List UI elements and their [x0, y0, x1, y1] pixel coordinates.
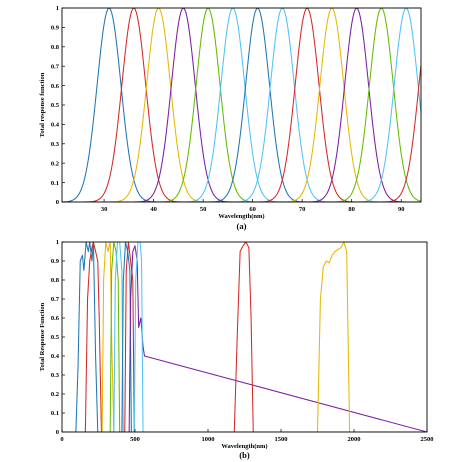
- series-line-9: [62, 242, 427, 432]
- x-tick-label: 500: [130, 436, 140, 443]
- series-line-1: [62, 8, 421, 202]
- y-axis-label: Total response function: [39, 72, 46, 137]
- y-tick-label: 0.7: [51, 63, 60, 70]
- panel-a-chart: 0 0.1 0.2 0.3 0.4 0.5 0.6 0.7 0.8 0.9 1 30 40 50 60 70 8…: [39, 5, 422, 231]
- y-tick-label: 0.5: [51, 334, 60, 341]
- series-line-3: [62, 242, 427, 432]
- y-tick-label: 0.1: [51, 410, 59, 417]
- x-tick-label: 50: [200, 206, 207, 213]
- y-tick-label: 0.5: [51, 102, 60, 109]
- x-tick-label: 70: [299, 206, 306, 213]
- series-line-8: [62, 8, 421, 202]
- x-tick-label: 0: [60, 436, 63, 443]
- x-tick-label: 40: [150, 206, 157, 213]
- y-tick-label: 1: [56, 239, 59, 246]
- y-tick-label: 0.1: [51, 180, 59, 187]
- series-line-6: [62, 8, 421, 202]
- series-line-3: [62, 8, 421, 202]
- panel-b-chart: 0 0.1 0.2 0.3 0.4 0.5 0.6 0.7 0.8 0.9 1 0 500 1000 150…: [39, 239, 434, 460]
- y-tick-label: 0.2: [51, 160, 59, 167]
- x-tick-label: 90: [398, 206, 405, 213]
- series-line-11: [62, 242, 427, 432]
- series-line-12: [62, 8, 421, 202]
- y-tick-label: 0.8: [51, 277, 60, 284]
- series-line-1: [62, 242, 427, 432]
- y-axis-label: Total Response Function: [39, 302, 46, 371]
- y-tick-label: 0.4: [51, 353, 60, 360]
- x-tick-label: 30: [101, 206, 108, 213]
- x-tick-label: 2000: [348, 436, 361, 443]
- panel-label: (b): [239, 450, 250, 460]
- y-tick-label: 0.9: [51, 258, 60, 265]
- series-group: [62, 8, 421, 202]
- y-tick-label: 0.9: [51, 25, 60, 32]
- y-tick-label: 0.3: [51, 141, 60, 148]
- series-line-7: [62, 8, 421, 202]
- y-tick-label: 0.4: [51, 122, 60, 129]
- series-line-7: [62, 242, 427, 432]
- x-tick-label: 1500: [275, 436, 288, 443]
- y-tick-label: 0.6: [51, 83, 60, 90]
- series-group: [62, 242, 427, 432]
- y-tick-label: 0.2: [51, 391, 59, 398]
- x-tick-label: 2500: [421, 436, 434, 443]
- y-tick-label: 0.8: [51, 44, 60, 51]
- series-line-6: [62, 242, 427, 432]
- series-line-10: [62, 8, 421, 202]
- x-tick-label: 80: [348, 206, 355, 213]
- series-line-11: [62, 8, 421, 202]
- y-tick-label: 0: [56, 429, 59, 436]
- y-tick-label: 0.3: [51, 372, 60, 379]
- y-tick-label: 0.7: [51, 296, 60, 303]
- series-line-5: [62, 242, 427, 432]
- axes-frame: [61, 241, 428, 433]
- x-axis-label: Wavelength(nm): [221, 443, 267, 450]
- panel-label: (a): [237, 221, 247, 231]
- y-tick-label: 0.6: [51, 315, 60, 322]
- x-axis-label: Wavelength(nm): [218, 213, 264, 220]
- series-line-14: [62, 64, 421, 202]
- y-tick-label: 1: [56, 5, 59, 12]
- series-line-10: [62, 242, 427, 432]
- x-tick-label: 60: [249, 206, 256, 213]
- series-line-2: [62, 242, 427, 432]
- x-tick-label: 1000: [202, 436, 215, 443]
- series-line-4: [62, 242, 427, 432]
- series-line-5: [62, 8, 421, 202]
- y-tick-label: 0: [56, 199, 59, 206]
- series-line-8: [62, 245, 427, 432]
- series-line-2: [62, 8, 421, 202]
